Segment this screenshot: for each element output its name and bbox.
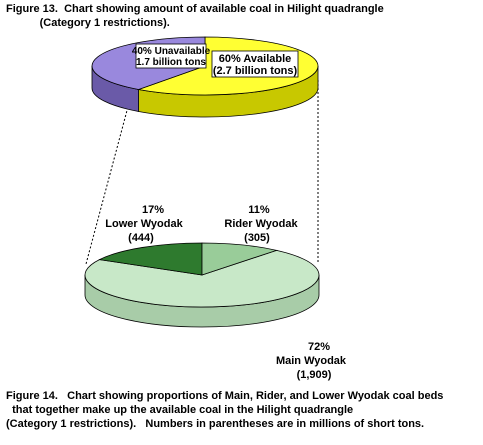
label-rider-wyodak-pct: 11%	[248, 204, 270, 216]
figure-14-caption: Figure 14. Chart showing proportions of …	[6, 389, 481, 431]
label-main-wyodak-pct: 72%	[308, 341, 330, 353]
connector-line-left	[85, 87, 134, 265]
label-box-unavailable	[135, 43, 207, 69]
label-main-wyodak-amount: (1,909)	[297, 369, 332, 381]
label-box-available	[211, 50, 299, 78]
figure-14-caption-line-3: (Category 1 restrictions). Numbers in pa…	[6, 418, 425, 430]
pie-chart-coal-beds	[84, 242, 320, 328]
label-main-wyodak-name: Main Wyodak	[276, 355, 347, 367]
pie-bottom-slice-2	[201, 242, 279, 276]
label-unavailable-pct: 40% Unavailable	[132, 46, 211, 57]
figure-13-caption: Figure 13. Chart showing amount of avail…	[6, 2, 476, 30]
label-rider-wyodak-amount: (305)	[244, 232, 270, 244]
label-lower-wyodak-pct: 17%	[142, 204, 164, 216]
figure-14-caption-line-1: Figure 14. Chart showing proportions of …	[6, 390, 444, 402]
figure-13-caption-line-1: Figure 13. Chart showing amount of avail…	[6, 3, 384, 15]
label-rider-wyodak-name: Rider Wyodak	[224, 218, 298, 230]
figure-13-caption-line-2: (Category 1 restrictions).	[6, 17, 170, 29]
label-lower-wyodak-name: Lower Wyodak	[105, 218, 183, 230]
figure-14-caption-line-2: that together make up the available coal…	[6, 404, 354, 416]
label-unavailable-amount: 1.7 billion tons	[136, 57, 206, 68]
label-available-amount: (2.7 billion tons)	[213, 65, 298, 77]
pie-bottom-slice-0	[84, 249, 320, 308]
label-lower-wyodak-amount: (444)	[128, 232, 154, 244]
label-available-pct: 60% Available	[219, 53, 292, 65]
pie-bottom-slice-1	[98, 242, 203, 276]
